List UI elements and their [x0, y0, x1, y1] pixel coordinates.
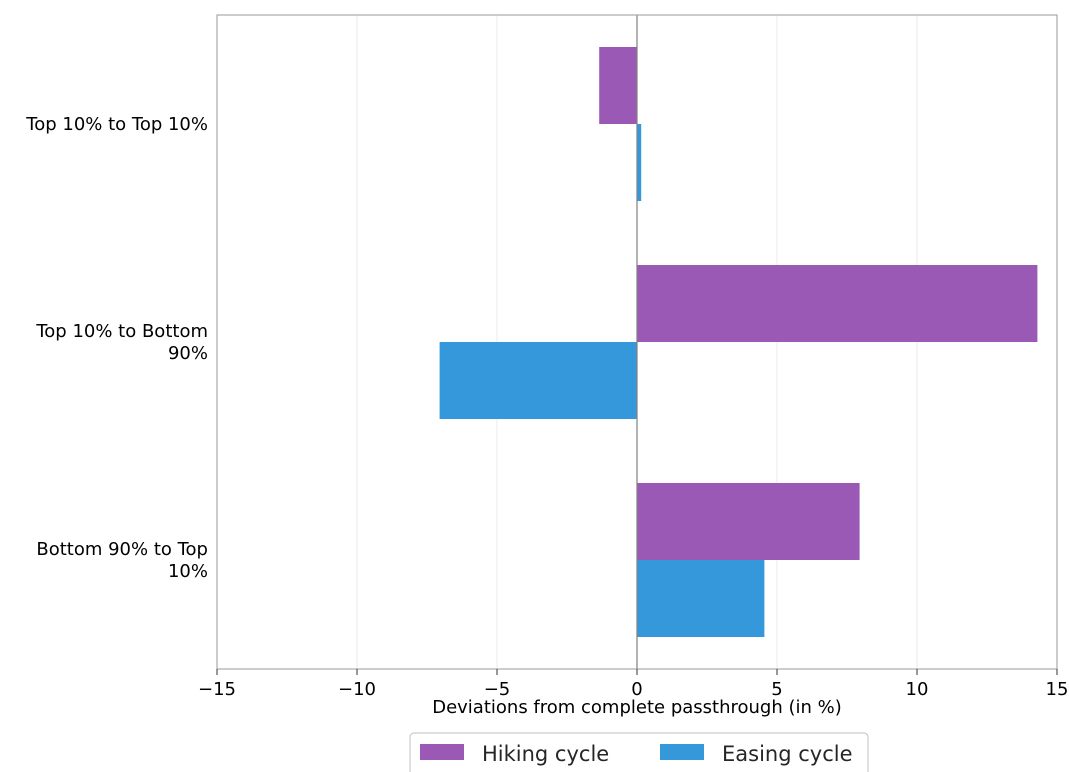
x-tick-label-4: 5 [771, 679, 782, 700]
legend-swatch-hiking [420, 744, 464, 760]
bar-easing-1 [439, 342, 637, 419]
legend: Hiking cycle Easing cycle [409, 732, 869, 772]
y-tick-label-0: Top 10% to Top 10% [25, 114, 208, 135]
y-axis-ticks: Top 10% to Top 10% Top 10% to Bottom 90% Bo… [25, 114, 208, 582]
y-tick-label-line: 90% [168, 343, 208, 364]
legend-label-hiking: Hiking cycle [482, 742, 609, 766]
x-tick-label-1: −10 [338, 679, 376, 700]
x-axis-ticks: −15 −10 −5 0 5 10 15 [198, 669, 1068, 700]
bar-hiking-0 [599, 47, 637, 124]
x-tick-label-2: −5 [484, 679, 511, 700]
bar-hiking-2 [637, 483, 860, 560]
legend-frame [409, 732, 869, 772]
y-tick-label-2: Bottom 90% to Top 10% [36, 539, 208, 582]
y-tick-label-line: Top 10% to Top 10% [25, 114, 208, 135]
y-tick-label-line: 10% [168, 561, 208, 582]
x-tick-label-0: −15 [198, 679, 236, 700]
x-tick-label-3: 0 [631, 679, 642, 700]
y-tick-label-line: Bottom 90% to Top [36, 539, 208, 560]
bar-hiking-1 [637, 265, 1038, 342]
x-axis-label: Deviations from complete passthrough (in… [432, 697, 842, 718]
x-tick-label-6: 15 [1046, 679, 1069, 700]
legend-swatch-easing [660, 744, 704, 760]
legend-label-easing: Easing cycle [722, 742, 853, 766]
bar-easing-2 [637, 560, 765, 637]
bars [439, 47, 1038, 637]
x-tick-label-5: 10 [906, 679, 929, 700]
y-tick-label-1: Top 10% to Bottom 90% [35, 321, 208, 364]
bar-easing-0 [637, 124, 642, 201]
y-tick-label-line: Top 10% to Bottom [35, 321, 208, 342]
